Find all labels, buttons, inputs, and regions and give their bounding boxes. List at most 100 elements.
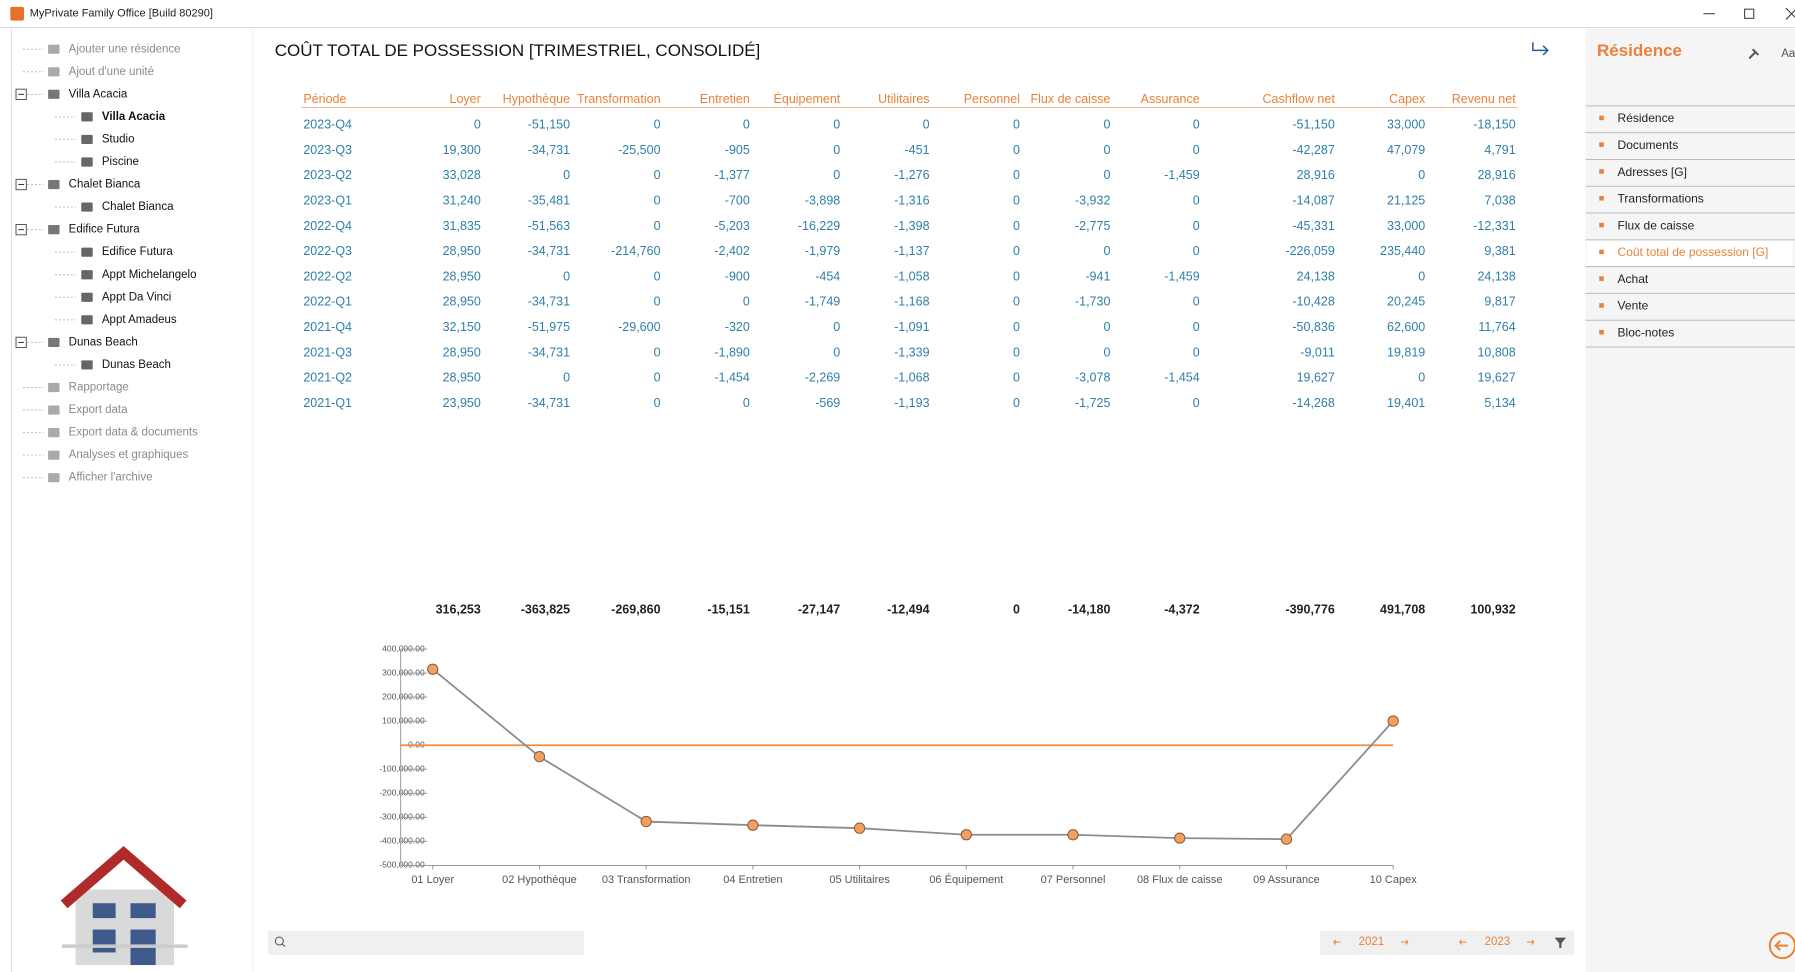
- side-menu-item[interactable]: Coût total de possession [G]: [1618, 245, 1769, 259]
- year-to[interactable]: 2023: [1485, 936, 1511, 948]
- tree-item-label[interactable]: Edifice Futura: [102, 246, 174, 258]
- table-cell: -34,731: [528, 244, 570, 258]
- table-cell: 24,138: [1297, 269, 1335, 283]
- item-bullet: [1599, 116, 1604, 121]
- side-menu-item[interactable]: Achat: [1618, 272, 1649, 286]
- side-menu-item[interactable]: Résidence: [1618, 111, 1675, 125]
- tree-item-label[interactable]: Villa Acacia: [69, 88, 128, 100]
- table-cell: -51,975: [528, 320, 570, 334]
- column-header[interactable]: Transformation: [577, 92, 661, 106]
- table-cell: 5,134: [1484, 396, 1515, 410]
- table-cell: 235,440: [1380, 244, 1425, 258]
- table-cell: 0: [563, 269, 570, 283]
- column-header[interactable]: Cashflow net: [1263, 92, 1336, 106]
- table-cell: 7,038: [1484, 194, 1515, 208]
- tree-item-label[interactable]: Edifice Futura: [69, 224, 141, 236]
- table-cell: 33,000: [1387, 219, 1425, 233]
- table-cell: 0: [1013, 320, 1020, 334]
- tree-item-label[interactable]: Ajout d'une unité: [69, 66, 154, 78]
- data-point[interactable]: [1281, 834, 1291, 844]
- column-total: 316,253: [436, 602, 481, 616]
- tree-item-label[interactable]: Appt Amadeus: [102, 314, 177, 326]
- column-total: -363,825: [521, 602, 570, 616]
- table-cell: -1,730: [1075, 295, 1110, 309]
- data-point[interactable]: [748, 820, 758, 830]
- table-cell: 20,245: [1387, 295, 1425, 309]
- table-cell: 2021-Q3: [303, 345, 352, 359]
- data-point[interactable]: [641, 816, 651, 826]
- tree-item-label[interactable]: Chalet Bianca: [69, 179, 141, 191]
- column-header[interactable]: Période: [303, 92, 346, 106]
- column-header[interactable]: Entretien: [700, 92, 750, 106]
- side-menu-item[interactable]: Bloc-notes: [1618, 326, 1675, 340]
- tree-item-label[interactable]: Chalet Bianca: [102, 201, 174, 213]
- table-cell: -50,836: [1292, 320, 1334, 334]
- house-window: [93, 903, 116, 918]
- table-cell: -3,932: [1075, 194, 1110, 208]
- table-cell: 9,381: [1484, 244, 1515, 258]
- table-cell: -1,137: [894, 244, 929, 258]
- search-box[interactable]: [268, 931, 584, 955]
- tree-item-label[interactable]: Piscine: [102, 156, 139, 168]
- tree-item-label[interactable]: Export data: [69, 404, 128, 416]
- font-button[interactable]: Aa: [1781, 48, 1795, 60]
- table-cell: 0: [1193, 320, 1200, 334]
- table-cell: -5,203: [714, 219, 749, 233]
- table-cell: 28,916: [1297, 168, 1335, 182]
- background: [0, 0, 1795, 972]
- table-cell: -16,229: [798, 219, 840, 233]
- side-menu-item[interactable]: Adresses [G]: [1618, 165, 1687, 179]
- x-tick-label: 07 Personnel: [1041, 874, 1106, 886]
- tree-icon: [48, 180, 59, 189]
- data-point[interactable]: [428, 664, 438, 674]
- tree-item-label[interactable]: Studio: [102, 133, 135, 145]
- table-cell: 0: [833, 168, 840, 182]
- data-point[interactable]: [534, 752, 544, 762]
- year-from[interactable]: 2021: [1359, 936, 1385, 948]
- table-cell: 0: [1418, 269, 1425, 283]
- table-cell: -35,481: [528, 194, 570, 208]
- column-header[interactable]: Utilitaires: [878, 92, 929, 106]
- tree-item-label[interactable]: Analyses et graphiques: [69, 449, 189, 461]
- column-header[interactable]: Capex: [1389, 92, 1426, 106]
- column-header[interactable]: Flux de caisse: [1031, 92, 1111, 106]
- column-header[interactable]: Loyer: [450, 92, 481, 106]
- tree-item-label[interactable]: Dunas Beach: [69, 336, 138, 348]
- tree-icon: [48, 67, 59, 76]
- data-point[interactable]: [1068, 830, 1078, 840]
- table-cell: 0: [1013, 295, 1020, 309]
- side-menu-item[interactable]: Transformations: [1618, 192, 1704, 206]
- tree-item-label[interactable]: Rapportage: [69, 382, 129, 394]
- tree-item-label[interactable]: Dunas Beach: [102, 359, 171, 371]
- data-point[interactable]: [1388, 716, 1398, 726]
- y-tick-label: -100,000.00: [379, 764, 425, 774]
- column-header[interactable]: Assurance: [1141, 92, 1200, 106]
- table-cell: 19,819: [1387, 345, 1425, 359]
- tree-item-label[interactable]: Appt Michelangelo: [102, 269, 197, 281]
- table-cell: 0: [1013, 371, 1020, 385]
- column-header[interactable]: Équipement: [774, 91, 841, 106]
- tree-item-label[interactable]: Appt Da Vinci: [102, 291, 171, 303]
- tree-item-label[interactable]: Afficher l'archive: [69, 472, 153, 484]
- side-menu-item[interactable]: Vente: [1618, 299, 1649, 313]
- table-cell: 9,817: [1484, 295, 1515, 309]
- column-header[interactable]: Hypothèque: [503, 92, 570, 106]
- table-cell: -1,091: [894, 320, 929, 334]
- table-cell: 0: [1013, 269, 1020, 283]
- data-point[interactable]: [854, 823, 864, 833]
- side-menu-item[interactable]: Documents: [1618, 138, 1679, 152]
- table-cell: 28,950: [443, 345, 481, 359]
- table-cell: -1,276: [894, 168, 929, 182]
- table-cell: 0: [1013, 219, 1020, 233]
- data-point[interactable]: [961, 830, 971, 840]
- table-cell: -2,775: [1075, 219, 1110, 233]
- column-header[interactable]: Revenu net: [1452, 92, 1516, 106]
- tree-icon: [81, 157, 92, 166]
- tree-item-label[interactable]: Ajouter une résidence: [69, 43, 181, 55]
- table-cell: -700: [725, 194, 750, 208]
- column-header[interactable]: Personnel: [964, 92, 1020, 106]
- tree-item-label[interactable]: Export data & documents: [69, 427, 198, 439]
- data-point[interactable]: [1175, 833, 1185, 843]
- tree-item-label[interactable]: Villa Acacia: [102, 111, 166, 123]
- side-menu-item[interactable]: Flux de caisse: [1618, 218, 1695, 232]
